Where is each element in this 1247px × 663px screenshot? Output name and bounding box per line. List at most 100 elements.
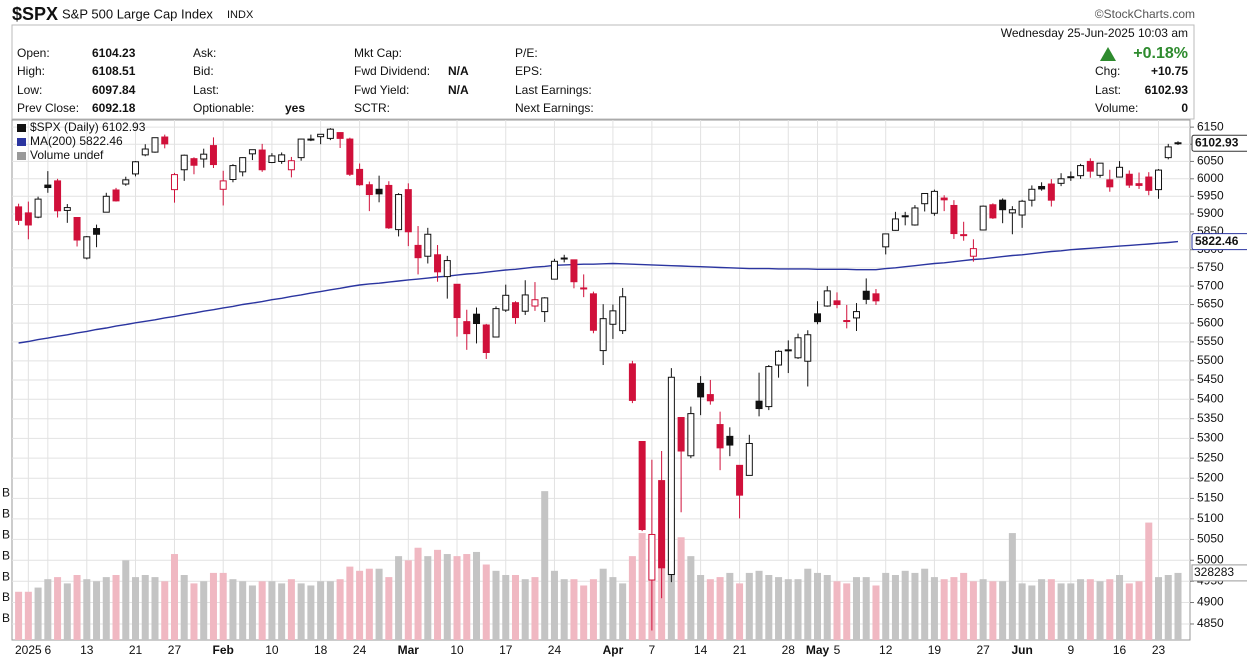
volume-bar	[356, 570, 364, 640]
candle-body	[960, 234, 968, 237]
candle-body	[492, 308, 500, 338]
field-label: Optionable:	[193, 101, 254, 115]
volume-bar	[638, 533, 646, 640]
field-label: Prev Close:	[17, 101, 79, 115]
candle-body	[901, 215, 909, 218]
candle-body	[736, 464, 744, 496]
field-value: +10.75	[1151, 64, 1188, 78]
y-tick-label: 5200	[1197, 470, 1224, 484]
candle-body	[999, 199, 1007, 211]
y-tick-label: 5750	[1197, 260, 1224, 274]
volume-bar	[317, 581, 325, 640]
volume-bar	[15, 591, 23, 640]
candle-body	[697, 382, 705, 398]
candle-body	[716, 424, 724, 449]
up-arrow	[1100, 47, 1116, 61]
volume-tick-label: B	[2, 569, 10, 583]
candle-body	[775, 350, 783, 366]
field-label: Last:	[193, 83, 219, 97]
candle-body	[170, 174, 178, 191]
volume-bar	[63, 583, 71, 640]
candle-body	[326, 128, 334, 139]
candle-body	[687, 413, 695, 457]
candle-body	[375, 188, 383, 195]
volume-bar	[83, 579, 91, 640]
y-tick-label: 5450	[1197, 372, 1224, 386]
x-tick-label: 17	[499, 643, 513, 657]
volume-bar	[706, 579, 714, 640]
y-tick-label: 5250	[1197, 450, 1224, 464]
candle-body	[502, 294, 510, 311]
x-tick-label: 28	[782, 643, 796, 657]
x-tick-label: 21	[733, 643, 747, 657]
candle-body	[424, 233, 432, 257]
change-pct: +0.18%	[1133, 45, 1188, 62]
volume-tick-label: B	[2, 590, 10, 604]
candle-body	[1038, 185, 1046, 190]
volume-bar	[1086, 579, 1094, 640]
volume-bar	[521, 579, 529, 640]
candle-body	[570, 259, 578, 283]
candle-body	[463, 321, 471, 335]
volume-bar	[1155, 577, 1163, 640]
volume-bar	[34, 587, 42, 640]
candle-body	[619, 296, 627, 332]
candle-body	[443, 260, 451, 278]
volume-bar	[112, 575, 120, 640]
x-tick-label: Mar	[398, 643, 420, 657]
candle-body	[969, 248, 977, 257]
x-tick-label: Apr	[603, 643, 624, 657]
candle-body	[54, 180, 62, 212]
ma-label-box	[1191, 233, 1247, 251]
field-label: Ask:	[193, 46, 216, 60]
volume-tick-label: B	[2, 548, 10, 562]
y-tick-label: 5500	[1197, 353, 1224, 367]
y-tick-label: 5100	[1197, 511, 1224, 525]
volume-tick-label: B	[2, 506, 10, 520]
volume-bar	[891, 575, 899, 640]
candle-body	[1077, 165, 1085, 177]
volume-bar	[872, 585, 880, 640]
volume-tick-label: B	[2, 527, 10, 541]
volume-bar	[1077, 579, 1085, 640]
candle-body	[365, 184, 373, 196]
volume-bar	[580, 585, 588, 640]
candle-body	[745, 442, 753, 476]
volume-bar	[102, 577, 110, 640]
candle-body	[677, 417, 685, 452]
candle-body	[638, 440, 646, 531]
volume-bar	[1057, 583, 1065, 640]
volume-bar	[219, 572, 227, 640]
candle-body	[453, 283, 461, 319]
volume-bar	[375, 568, 383, 640]
y-tick-label: 5900	[1197, 206, 1224, 220]
x-tick-label: Feb	[213, 643, 234, 657]
volume-bar	[560, 579, 568, 640]
x-tick-label: 6	[44, 643, 51, 657]
y-tick-label: 5350	[1197, 411, 1224, 425]
y-tick-label: 6150	[1197, 119, 1224, 133]
candle-body	[73, 217, 81, 241]
candle-body	[1164, 146, 1172, 159]
volume-bar	[940, 579, 948, 640]
volume-bar	[911, 572, 919, 640]
volume-bar	[1038, 579, 1046, 640]
volume-bar	[1067, 583, 1075, 640]
volume-bar	[1047, 579, 1055, 640]
volume-bar	[950, 577, 958, 640]
exchange: INDX	[227, 9, 254, 21]
x-tick-label: 27	[976, 643, 990, 657]
volume-bar	[229, 579, 237, 640]
volume-bar	[200, 581, 208, 640]
candle-body	[1106, 179, 1114, 188]
volume-bar	[550, 570, 558, 640]
volume-bar	[248, 585, 256, 640]
x-tick-label: 24	[548, 643, 562, 657]
volume-bar	[833, 581, 841, 640]
volume-bar	[1028, 585, 1036, 640]
candle-body	[307, 138, 315, 141]
index-name: S&P 500 Large Cap Index	[62, 6, 213, 21]
y-tick-label: 5000	[1197, 552, 1224, 566]
candle-body	[482, 324, 490, 353]
candle-body	[1018, 200, 1026, 216]
